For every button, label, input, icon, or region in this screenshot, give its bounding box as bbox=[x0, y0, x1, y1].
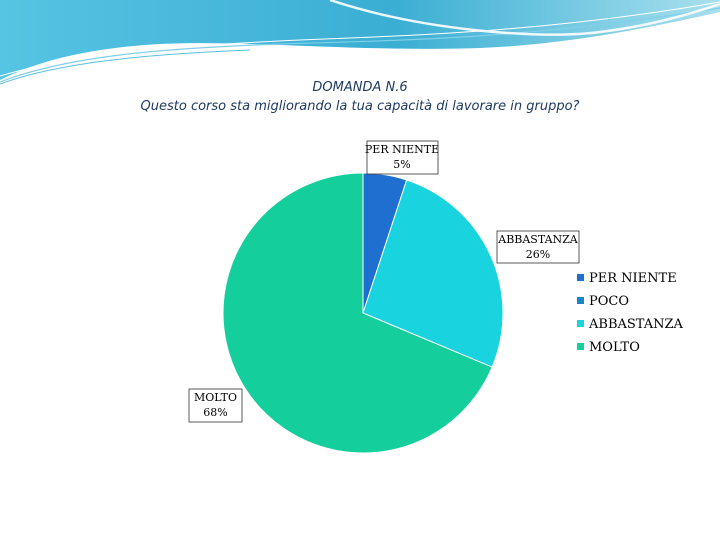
header-wave bbox=[0, 0, 720, 85]
chart-title: DOMANDA N.6 Questo corso sta migliorando… bbox=[0, 78, 720, 116]
pie-chart bbox=[222, 172, 504, 454]
legend-swatch-per-niente bbox=[577, 274, 584, 281]
data-label-per-niente: PER NIENTE 5% bbox=[365, 140, 439, 175]
legend-swatch-poco bbox=[577, 297, 584, 304]
data-label-value: 68% bbox=[203, 406, 227, 419]
legend: PER NIENTE POCO ABBASTANZA MOLTO bbox=[577, 271, 684, 355]
legend-label-per-niente: PER NIENTE bbox=[589, 271, 677, 286]
data-label-value: 5% bbox=[393, 158, 410, 171]
data-label-category: ABBASTANZA bbox=[497, 233, 579, 246]
data-label-abbastanza: ABBASTANZA 26% bbox=[496, 230, 580, 264]
chart-title-line1: DOMANDA N.6 bbox=[312, 80, 408, 95]
data-label-molto: MOLTO 68% bbox=[188, 388, 243, 423]
pie-slice-molto bbox=[222, 172, 493, 454]
legend-swatch-abbastanza bbox=[577, 320, 584, 327]
data-label-category: MOLTO bbox=[194, 391, 237, 404]
chart-title-line2: Questo corso sta migliorando la tua capa… bbox=[140, 99, 580, 114]
data-label-category: PER NIENTE bbox=[365, 143, 439, 156]
legend-label-poco: POCO bbox=[589, 294, 629, 309]
data-label-value: 26% bbox=[526, 248, 550, 261]
legend-label-molto: MOLTO bbox=[589, 340, 640, 355]
legend-label-abbastanza: ABBASTANZA bbox=[588, 317, 684, 332]
pie-slice-abbastanza bbox=[362, 179, 504, 368]
legend-swatch-molto bbox=[577, 343, 584, 350]
